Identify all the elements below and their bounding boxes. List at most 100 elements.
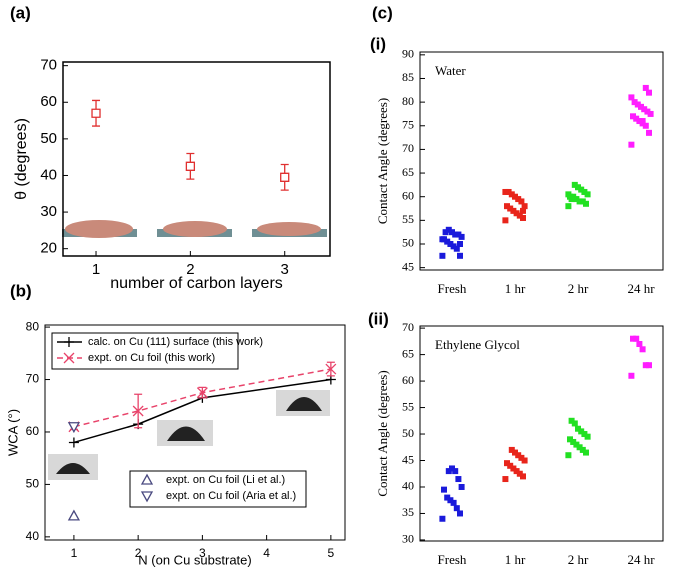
marker	[132, 405, 144, 417]
marker	[439, 236, 446, 243]
y-tick-label: 40	[26, 529, 40, 543]
marker	[457, 240, 463, 247]
plot-title: Ethylene Glycol	[435, 337, 520, 352]
legend-marker	[63, 352, 75, 364]
marker	[457, 252, 463, 259]
y-tick-label: 50	[40, 130, 57, 147]
marker	[444, 494, 451, 501]
plot-frame	[62, 61, 331, 257]
y-tick-label: 40	[40, 166, 57, 183]
marker	[565, 452, 572, 459]
marker	[565, 203, 572, 210]
marker	[504, 460, 510, 467]
marker	[67, 509, 81, 521]
y-tick-label: 80	[402, 94, 414, 108]
legend-label: expt. on Cu foil (this work)	[88, 352, 215, 364]
y-tick-label: 70	[26, 372, 40, 386]
marker	[185, 161, 196, 171]
marker	[567, 436, 573, 443]
legend-marker	[140, 491, 154, 503]
legend-label: expt. on Cu foil (Aria et al.)	[166, 490, 296, 502]
marker	[639, 346, 646, 353]
y-tick-label: 40	[402, 479, 414, 493]
panel-label: (a)	[10, 3, 31, 22]
legend-box	[51, 332, 239, 370]
y-tick-label: 50	[402, 236, 414, 250]
x-tick-label: 24 hr	[627, 552, 655, 567]
marker	[439, 252, 446, 259]
y-tick-label: 55	[402, 399, 414, 413]
x-tick-label: Fresh	[438, 552, 467, 567]
x-tick-label: Fresh	[438, 281, 467, 296]
legend-label: expt. on Cu foil (Li et al.)	[166, 474, 285, 486]
marker	[455, 476, 462, 483]
x-tick-label: 2	[186, 261, 194, 278]
x-tick-label: 2 hr	[568, 281, 589, 296]
marker	[646, 89, 652, 96]
y-tick-label: 55	[402, 212, 414, 226]
marker	[458, 483, 465, 490]
marker	[639, 118, 646, 125]
y-tick-label: 60	[26, 424, 40, 438]
marker	[439, 515, 446, 522]
y-axis-label: Contact Angle (degrees)	[375, 98, 390, 224]
series-line	[73, 368, 332, 428]
marker	[568, 417, 575, 424]
marker	[628, 94, 635, 101]
x-tick-label: 2	[135, 546, 142, 560]
marker	[445, 468, 452, 475]
x-tick-label: 1 hr	[505, 281, 526, 296]
marker	[457, 510, 463, 517]
legend-marker	[64, 337, 74, 347]
plot-frame	[44, 324, 346, 541]
marker	[565, 191, 572, 198]
marker	[630, 335, 636, 342]
y-tick-label: 65	[402, 165, 414, 179]
marker	[67, 422, 81, 434]
marker	[502, 476, 509, 483]
x-tick-label: 2 hr	[568, 552, 589, 567]
droplet	[65, 220, 133, 238]
y-tick-label: 90	[402, 47, 414, 61]
plot-title: Water	[435, 63, 466, 78]
panel-label: (i)	[370, 34, 386, 53]
marker	[575, 425, 581, 432]
series-line	[73, 378, 331, 444]
x-axis-label: number of carbon layers	[110, 275, 283, 292]
y-tick-label: 45	[402, 452, 414, 466]
droplet	[163, 221, 227, 237]
y-tick-label: 30	[40, 203, 57, 220]
y-axis-label: Contact Angle (degrees)	[375, 370, 390, 496]
droplet-art	[48, 220, 330, 480]
y-axis-label: WCA (°)	[5, 409, 20, 456]
marker	[453, 505, 460, 512]
y-tick-label: 60	[40, 93, 57, 110]
marker	[642, 84, 649, 91]
y-tick-label: 70	[40, 57, 57, 74]
marker	[441, 486, 447, 493]
panel-label: (ii)	[368, 309, 389, 328]
marker	[520, 207, 526, 214]
y-tick-label: 75	[402, 118, 414, 132]
marker	[630, 113, 636, 120]
y-tick-label: 35	[402, 505, 414, 519]
legend-marker	[140, 473, 154, 485]
marker	[325, 363, 337, 375]
y-tick-label: 65	[402, 346, 414, 360]
x-tick-label: 1 hr	[505, 552, 526, 567]
plot-frame	[419, 51, 664, 271]
marker	[636, 341, 643, 348]
y-axis-label: θ (degrees)	[13, 118, 30, 200]
y-tick-label: 80	[26, 319, 40, 333]
y-tick-label: 45	[402, 259, 414, 273]
marker	[508, 446, 515, 453]
marker	[646, 129, 652, 136]
y-tick-label: 30	[402, 532, 414, 546]
x-tick-label: 5	[328, 546, 335, 560]
panel-label: (b)	[10, 281, 32, 300]
x-tick-label: 24 hr	[627, 281, 655, 296]
marker	[196, 387, 208, 399]
x-tick-label: 1	[92, 261, 100, 278]
inset-droplet	[286, 397, 322, 411]
